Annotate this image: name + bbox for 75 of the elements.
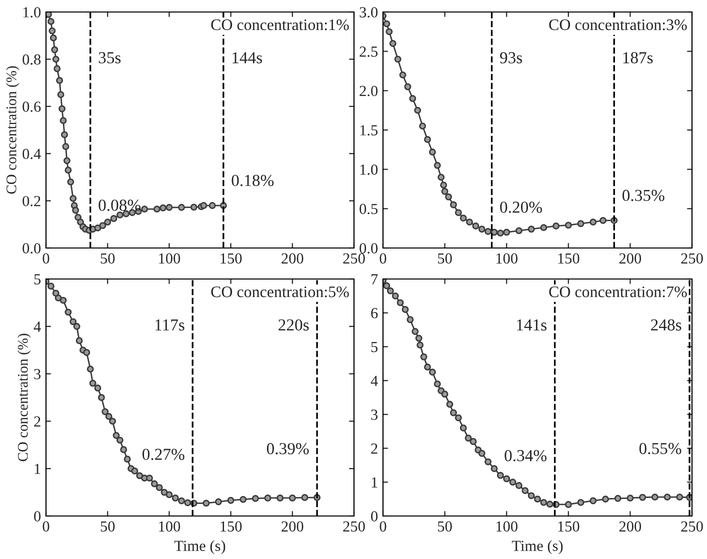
- y-tick-label: 0: [371, 511, 378, 522]
- annotation: 0.55%: [639, 442, 682, 454]
- x-tick-label: 200: [619, 253, 642, 264]
- x-axis-title: Time (s): [174, 540, 226, 554]
- x-tick-label: 50: [100, 253, 115, 264]
- x-tick-label: 150: [220, 253, 242, 264]
- x-tick-label: 100: [496, 521, 518, 532]
- x-tick-label: 150: [558, 521, 580, 532]
- y-tick-label: 0.5: [360, 204, 378, 214]
- annotation: 0.27%: [142, 448, 184, 460]
- x-tick-label: 0: [42, 253, 50, 264]
- y-tick-label: 4: [370, 376, 378, 386]
- x-tick-label: 200: [282, 521, 304, 532]
- x-tick-label: 100: [159, 253, 180, 264]
- x-tick-label: 250: [681, 253, 703, 264]
- ref-line-label: 144s: [232, 52, 262, 64]
- y-tick-label: 4: [34, 322, 41, 332]
- y-tick-label: 5: [371, 342, 378, 352]
- y-axis-title: CO concentration (%): [6, 66, 20, 194]
- y-axis-title: CO concentration (%): [17, 334, 31, 462]
- x-tick-label: 250: [343, 253, 365, 264]
- ref-line-label: 35s: [98, 52, 121, 64]
- x-tick-label: 100: [159, 521, 180, 532]
- annotation: 0.34%: [504, 450, 547, 462]
- y-tick-label: 2: [371, 443, 378, 454]
- y-tick-label: 5: [34, 274, 41, 284]
- y-tick-label: 2: [34, 416, 40, 426]
- y-tick-label: 6: [371, 308, 378, 318]
- x-tick-label: 150: [220, 521, 242, 532]
- annotation: CO concentration:1%: [211, 19, 349, 30]
- x-tick-label: 50: [438, 253, 452, 264]
- annotation: CO concentration:5%: [211, 286, 349, 298]
- y-tick-label: 2.5: [360, 46, 378, 57]
- y-tick-label: 7: [372, 274, 378, 284]
- y-tick-label: 3: [34, 368, 41, 380]
- ref-line-label: 220s: [278, 319, 309, 331]
- annotation: 0.18%: [232, 174, 274, 186]
- annotation: 0.39%: [266, 443, 309, 454]
- x-tick-label: 50: [100, 521, 115, 532]
- x-tick-label: 0: [380, 521, 386, 532]
- annotation: 0.35%: [622, 190, 664, 202]
- y-tick-label: 0.4: [22, 148, 41, 160]
- x-tick-label: 250: [681, 521, 703, 532]
- x-tick-label: 0: [380, 253, 386, 264]
- ref-line-label: 93s: [500, 52, 522, 64]
- x-tick-label: 200: [282, 253, 304, 264]
- y-tick-label: 0: [34, 511, 41, 522]
- x-tick-label: 200: [619, 521, 642, 532]
- y-tick-label: 1: [34, 464, 40, 474]
- x-tick-label: 100: [496, 253, 518, 264]
- y-tick-label: 1: [372, 477, 378, 488]
- y-tick-label: 3: [371, 410, 378, 420]
- ref-line-label: 187s: [623, 52, 653, 64]
- annotation: CO concentration:7%: [549, 286, 687, 298]
- ref-line-label: 248s: [651, 319, 682, 331]
- y-tick-label: 3.0: [360, 7, 378, 18]
- x-tick-label: 150: [558, 253, 580, 264]
- annotation: 0.08%: [98, 200, 141, 211]
- y-tick-label: 1.0: [360, 164, 378, 175]
- y-tick-label: 0.0: [360, 243, 378, 254]
- ref-line-label: 141s: [517, 319, 546, 331]
- y-tick-label: 1.5: [360, 125, 378, 136]
- x-axis-title: Time (s): [512, 540, 563, 554]
- y-tick-label: 0.2: [22, 196, 40, 206]
- y-tick-label: 2.0: [360, 86, 378, 96]
- y-tick-label: 0.8: [22, 54, 41, 65]
- annotation: 0.20%: [500, 202, 542, 213]
- x-tick-label: 50: [438, 521, 452, 532]
- x-tick-label: 0: [42, 521, 50, 532]
- x-tick-label: 250: [343, 521, 365, 532]
- y-tick-label: 0.6: [22, 102, 41, 112]
- y-tick-label: 0.0: [22, 243, 41, 254]
- y-tick-label: 1.0: [23, 7, 41, 18]
- annotation: CO concentration:3%: [549, 19, 687, 30]
- ref-line-label: 117s: [156, 319, 184, 331]
